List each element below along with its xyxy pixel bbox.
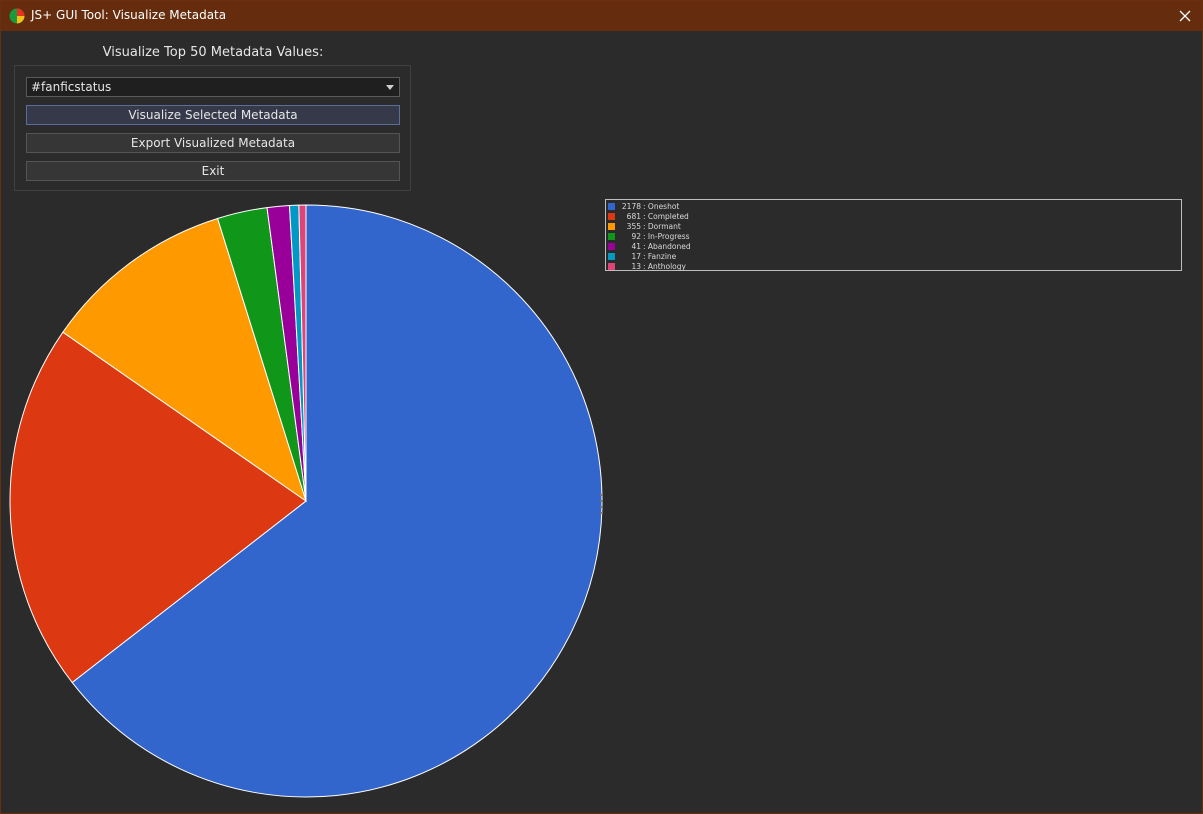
close-icon [1179, 10, 1191, 22]
chevron-down-icon [386, 85, 394, 90]
legend-count: 92 [631, 232, 641, 241]
pie-chart-icon [9, 8, 25, 24]
pie-slice-anthology [298, 204, 307, 502]
legend-label: : Anthology [643, 262, 686, 271]
legend-label: : Dormant [643, 222, 681, 231]
visualize-button[interactable]: Visualize Selected Metadata [26, 105, 400, 125]
legend-label: : In-Progress [643, 232, 690, 241]
legend-swatch [608, 233, 615, 240]
legend-count: 355 [626, 222, 641, 231]
legend-count: 681 [626, 212, 641, 221]
export-button[interactable]: Export Visualized Metadata [26, 133, 400, 153]
resize-grip[interactable] [600, 494, 604, 522]
legend-label: : Abandoned [643, 242, 691, 251]
metadata-dropdown-value: #fanficstatus [31, 80, 112, 94]
window-title: JS+ GUI Tool: Visualize Metadata [31, 8, 227, 22]
close-button[interactable] [1168, 1, 1202, 31]
panel-heading: Visualize Top 50 Metadata Values: [102, 45, 324, 60]
legend-swatch [608, 243, 615, 250]
legend-swatch [608, 213, 615, 220]
legend-swatch [608, 253, 615, 260]
pie-slice-dormant [62, 217, 307, 503]
exit-button[interactable]: Exit [26, 161, 400, 181]
title-bar[interactable]: JS+ GUI Tool: Visualize Metadata [1, 1, 1202, 31]
legend-count: 17 [631, 252, 641, 261]
legend-swatch [608, 203, 615, 210]
pie-chart [9, 204, 603, 798]
legend-swatch [608, 223, 615, 230]
pie-slice-completed [9, 331, 307, 684]
legend-label: : Oneshot [643, 202, 680, 211]
legend-label: : Fanzine [643, 252, 677, 261]
pie-slice-oneshot [71, 204, 603, 798]
legend-swatch [608, 263, 615, 270]
control-panel: #fanficstatus Visualize Selected Metadat… [14, 65, 411, 191]
legend-label: : Completed [643, 212, 689, 221]
legend-count: 2178 [621, 202, 641, 211]
chart-legend: 2178: Oneshot 681: Completed 355: Dormant 9… [605, 199, 1182, 271]
metadata-dropdown[interactable]: #fanficstatus [26, 77, 400, 97]
legend-count: 13 [631, 262, 641, 271]
legend-count: 41 [631, 242, 641, 251]
